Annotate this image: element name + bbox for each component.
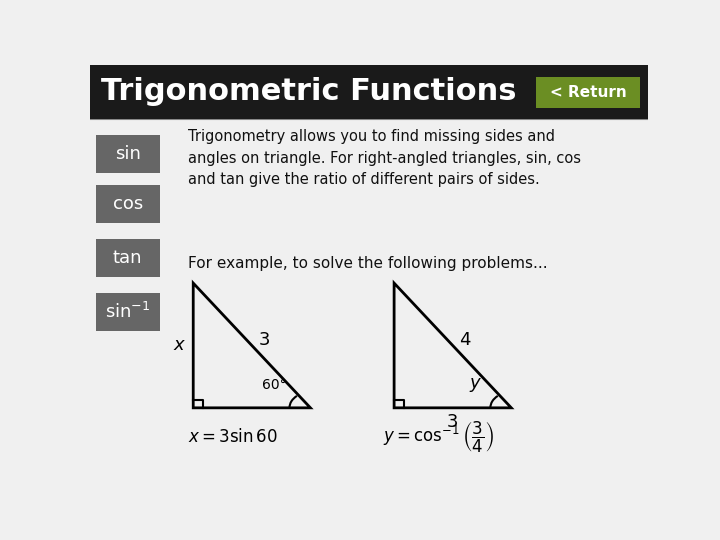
Text: $y = \cos^{-1}\left(\dfrac{3}{4}\right)$: $y = \cos^{-1}\left(\dfrac{3}{4}\right)$	[383, 420, 494, 455]
Text: cos: cos	[112, 195, 143, 213]
FancyBboxPatch shape	[96, 136, 160, 173]
Text: sin: sin	[114, 145, 140, 163]
Text: < Return: < Return	[550, 85, 626, 100]
Text: Trigonometry allows you to find missing sides and
angles on triangle. For right-: Trigonometry allows you to find missing …	[188, 129, 580, 187]
Text: 60°: 60°	[262, 378, 287, 392]
FancyBboxPatch shape	[96, 239, 160, 277]
FancyBboxPatch shape	[96, 185, 160, 223]
Text: $x = 3\sin 60$: $x = 3\sin 60$	[188, 428, 277, 446]
Text: 3: 3	[447, 414, 459, 431]
FancyBboxPatch shape	[536, 77, 639, 109]
Text: 3: 3	[258, 332, 270, 349]
Text: x: x	[174, 336, 184, 354]
Text: y: y	[469, 374, 480, 392]
FancyBboxPatch shape	[90, 65, 648, 119]
Text: tan: tan	[113, 249, 143, 267]
FancyBboxPatch shape	[96, 294, 160, 331]
Text: For example, to solve the following problems...: For example, to solve the following prob…	[188, 256, 547, 271]
Text: sin$^{-1}$: sin$^{-1}$	[105, 302, 150, 322]
Text: Trigonometric Functions: Trigonometric Functions	[101, 77, 517, 106]
Text: 4: 4	[459, 332, 471, 349]
